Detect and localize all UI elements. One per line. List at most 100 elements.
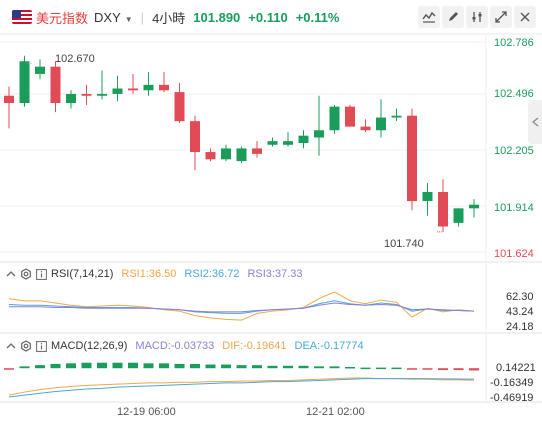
candle	[469, 204, 479, 209]
draw-button[interactable]	[442, 6, 464, 28]
macd-histogram-bar	[345, 367, 355, 369]
price-change-pct: +0.11%	[295, 9, 340, 25]
rsi-tick: 43.24	[506, 306, 534, 318]
candle	[112, 88, 123, 94]
settings-button[interactable]	[466, 6, 488, 28]
low-price-label: 101.740	[384, 238, 424, 250]
macd-histogram-bar	[81, 362, 92, 369]
dea-line	[8, 378, 475, 398]
time-tick: 12-21 02:00	[306, 406, 365, 418]
candle	[35, 66, 45, 74]
candle	[97, 93, 107, 96]
macd-histogram-bar	[469, 368, 479, 371]
gear-icon	[21, 340, 31, 352]
macd-histogram-bar	[407, 368, 417, 370]
candle	[143, 84, 154, 91]
indicator-icon	[422, 11, 436, 23]
macd-settings-button[interactable]	[20, 340, 32, 352]
candle	[66, 93, 76, 104]
symbol-selector[interactable]: DXY ▼	[94, 10, 133, 25]
rsi-info-button[interactable]	[36, 268, 47, 280]
period-selector[interactable]: 4小時	[152, 10, 186, 26]
price-tick: 101.914	[494, 202, 534, 214]
quote-header: 美元指数 DXY ▼ | 4小時 101.890 +0.110 +0.11%	[0, 0, 542, 34]
macd-title: MACD(12,26,9)	[51, 340, 128, 352]
macd-legend: MACD(12,26,9) MACD:-0.03733 DIF:-0.19641…	[6, 340, 364, 352]
macd-histogram-bar	[112, 362, 123, 369]
macd-histogram-bar	[221, 364, 231, 369]
rsi-line	[8, 300, 475, 314]
macd-histogram-bar	[267, 365, 278, 369]
candle	[314, 130, 324, 138]
macd-histogram-bar	[252, 365, 262, 369]
info-icon	[36, 340, 47, 352]
macd-histogram-bar	[35, 365, 45, 369]
candle	[422, 191, 433, 202]
side-panel-toggle[interactable]	[528, 100, 542, 144]
macd-histogram-bar	[360, 367, 371, 370]
macd-histogram-bar	[422, 368, 433, 370]
price-tick: 102.786	[494, 37, 534, 49]
candle	[50, 66, 61, 104]
macd-tick: -0.16349	[490, 377, 534, 389]
candle	[252, 148, 262, 154]
chevron-left-icon	[531, 117, 538, 127]
macd-tick: -0.46919	[490, 392, 534, 404]
candle	[345, 106, 355, 127]
dea-value: DEA:-0.17774	[294, 340, 364, 352]
close-button[interactable]	[514, 6, 536, 28]
close-icon	[520, 12, 530, 22]
indicator-button[interactable]	[418, 6, 440, 28]
candle	[159, 84, 169, 91]
candle	[128, 88, 138, 91]
dif-line	[8, 377, 475, 396]
chevron-up-icon	[6, 343, 16, 349]
macd-histogram-bar	[97, 362, 107, 369]
expand-button[interactable]	[490, 6, 512, 28]
macd-tick: 0.14221	[496, 362, 536, 374]
draw-icon	[449, 12, 458, 21]
rsi-tick: 62.30	[506, 291, 534, 303]
macd-histogram-bar	[143, 363, 154, 369]
candle	[329, 106, 340, 131]
info-icon	[36, 268, 47, 280]
collapse-macd-button[interactable]	[6, 341, 16, 351]
candle	[267, 141, 278, 145]
collapse-rsi-button[interactable]	[6, 269, 16, 279]
rsi-title: RSI(7,14,21)	[51, 268, 114, 280]
candle	[391, 115, 402, 118]
macd-histogram-bar	[314, 366, 324, 369]
rsi-settings-button[interactable]	[20, 268, 32, 280]
candle	[236, 148, 247, 162]
candle	[360, 126, 371, 131]
gear-icon	[21, 268, 31, 280]
chevron-up-icon	[6, 271, 16, 277]
macd-histogram-bar	[159, 363, 169, 369]
rsi-line	[9, 302, 475, 313]
macd-histogram-bar	[128, 362, 138, 369]
macd-histogram-bar	[438, 368, 448, 371]
macd-histogram-bar	[4, 368, 14, 370]
candle	[19, 61, 30, 104]
high-price-label: 102.670	[55, 53, 95, 65]
candle	[190, 121, 200, 153]
candle	[407, 115, 417, 202]
time-tick: 12-19 06:00	[117, 406, 176, 418]
macd-histogram-bar	[283, 365, 293, 369]
rsi1-value: RSI1:36.50	[121, 268, 177, 280]
dif-value: DIF:-0.19641	[222, 340, 287, 352]
macd-histogram-bar	[190, 363, 200, 369]
rsi-line	[8, 291, 475, 321]
rsi2-value: RSI2:36.72	[184, 268, 240, 280]
candle	[205, 152, 216, 160]
rsi3-value: RSI3:37.33	[247, 268, 303, 280]
macd-info-button[interactable]	[36, 340, 47, 352]
price-tick: 102.205	[494, 145, 534, 157]
candle	[438, 191, 448, 227]
price-change: +0.110	[248, 9, 288, 25]
candle	[4, 95, 14, 104]
instrument-name: 美元指数	[36, 10, 89, 26]
candle	[221, 148, 231, 160]
settings-icon	[472, 12, 482, 22]
